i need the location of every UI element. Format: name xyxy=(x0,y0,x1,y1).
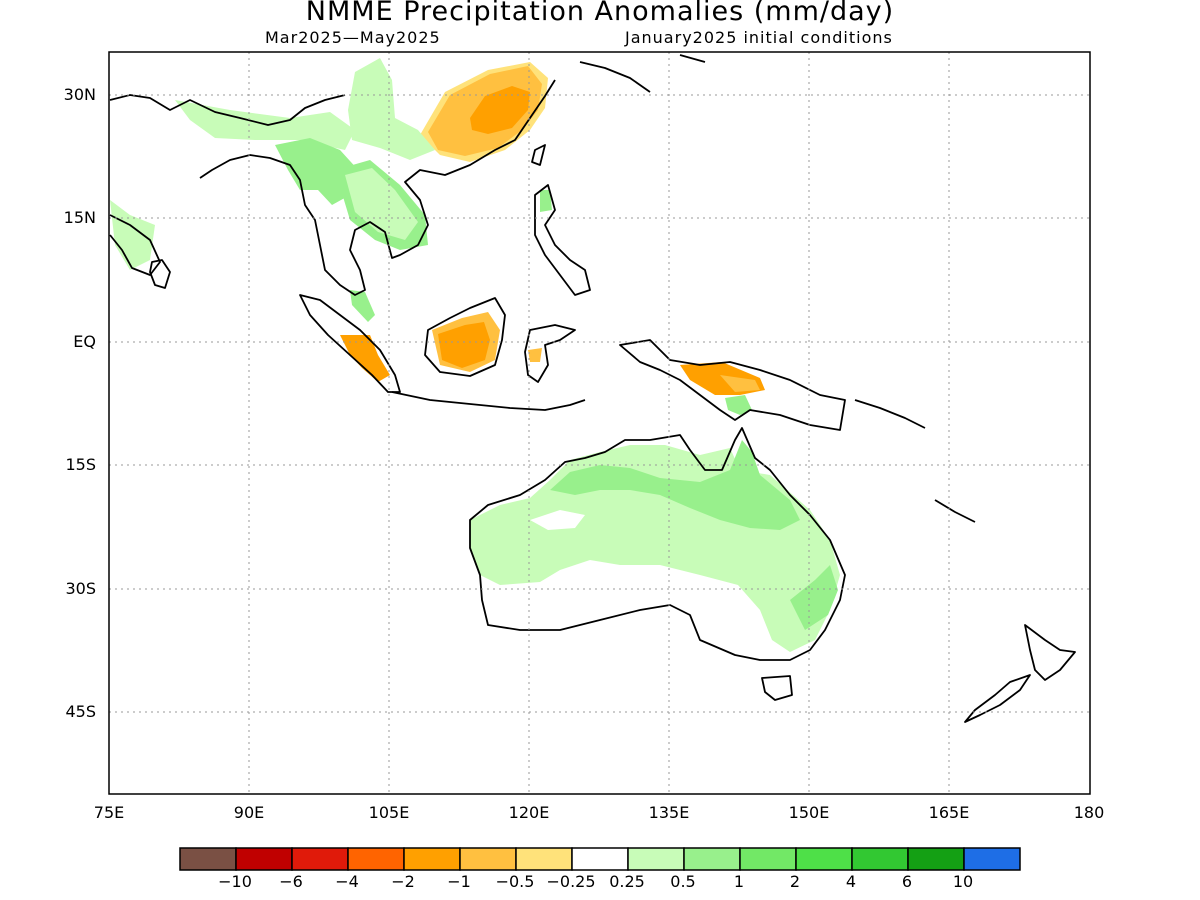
sumatra-dry xyxy=(340,335,390,382)
lat-label: 45S xyxy=(65,702,96,721)
graticule xyxy=(109,52,1090,794)
colorbar-label: 6 xyxy=(901,872,913,891)
lon-label: 150E xyxy=(788,803,830,822)
colorbar-swatch xyxy=(907,847,965,871)
lon-label: 165E xyxy=(928,803,970,822)
map-title: NMME Precipitation Anomalies (mm/day) xyxy=(305,0,895,27)
colorbar-swatch xyxy=(627,847,685,871)
philippines-coast xyxy=(534,184,591,296)
colorbar-label: −1 xyxy=(447,872,471,891)
initial-conditions: January2025 initial conditions xyxy=(625,28,893,47)
sumatra-coast xyxy=(299,294,401,393)
colorbar-swatch xyxy=(459,847,517,871)
java-coast xyxy=(391,391,586,411)
forecast-period: Mar2025—May2025 xyxy=(265,28,441,47)
myanmar-wet xyxy=(275,138,360,205)
indochina-wet-light xyxy=(345,168,418,240)
australia-hole xyxy=(530,510,585,530)
new-guinea-dry-light xyxy=(720,375,760,392)
colorbar-swatch xyxy=(515,847,573,871)
colorbar-swatch xyxy=(683,847,741,871)
colorbar-label: −2 xyxy=(391,872,415,891)
malaysia-wet xyxy=(350,290,375,322)
asia-mainland-coast xyxy=(109,79,556,296)
japan-coast xyxy=(579,54,706,93)
colorbar-label: 2 xyxy=(789,872,801,891)
south-china-dry-strong xyxy=(470,86,530,134)
colorbar-swatch xyxy=(403,847,461,871)
colorbar-label: −6 xyxy=(279,872,303,891)
australia-north-wet xyxy=(550,440,800,530)
lat-label: 15N xyxy=(63,208,96,227)
colorbar-label: 4 xyxy=(845,872,857,891)
lat-label: 30S xyxy=(65,579,96,598)
sulawesi-dry xyxy=(528,348,542,362)
colorbar-label: −0.25 xyxy=(546,872,596,891)
lat-label: EQ xyxy=(73,332,96,351)
colorbar-swatch xyxy=(291,847,349,871)
colorbar-swatch xyxy=(851,847,909,871)
colorbar-label: 10 xyxy=(952,872,974,891)
borneo-dry-strong xyxy=(438,322,490,368)
sri-lanka-coast xyxy=(149,259,171,289)
colorbar-swatch xyxy=(235,847,293,871)
lat-label: 30N xyxy=(63,85,96,104)
colorbar-label: −10 xyxy=(218,872,252,891)
colorbar-swatch xyxy=(739,847,797,871)
colorbar xyxy=(179,847,1021,871)
colorbar-label: −0.5 xyxy=(495,872,535,891)
colorbar-swatch xyxy=(347,847,405,871)
colorbar-label: −4 xyxy=(335,872,359,891)
new-zealand-north-coast xyxy=(1024,624,1076,681)
philippines-wet xyxy=(540,190,552,212)
india-west-wet xyxy=(110,200,155,270)
lon-label: 90E xyxy=(233,803,265,822)
tibet-wet-light xyxy=(348,58,435,160)
taiwan-coast xyxy=(531,144,546,166)
colorbar-swatch xyxy=(179,847,237,871)
solomon-islands-coast xyxy=(854,399,976,523)
new-guinea-coast xyxy=(619,339,846,431)
sulawesi-coast xyxy=(524,324,576,383)
map-frame xyxy=(108,51,1091,795)
colorbar-swatch xyxy=(795,847,853,871)
tasmania-coast xyxy=(761,675,793,701)
australia-coast xyxy=(469,427,846,661)
new-guinea-wet xyxy=(725,395,752,415)
lon-label: 180 xyxy=(1073,803,1105,822)
lon-label: 135E xyxy=(648,803,690,822)
colorbar-swatch xyxy=(963,847,1021,871)
lon-label: 75E xyxy=(93,803,125,822)
colorbar-label: 0.25 xyxy=(609,872,645,891)
new-zealand-south-coast xyxy=(964,674,1031,723)
colorbar-label: 1 xyxy=(733,872,745,891)
australia-east-wet xyxy=(790,565,838,630)
colorbar-swatch xyxy=(571,847,629,871)
coastlines xyxy=(109,54,1076,723)
colorbar-label: 0.5 xyxy=(670,872,696,891)
lat-label: 15S xyxy=(65,455,96,474)
lon-label: 105E xyxy=(368,803,410,822)
lon-label: 120E xyxy=(508,803,550,822)
borneo-coast xyxy=(424,297,506,377)
australia-wet-light xyxy=(470,445,840,652)
